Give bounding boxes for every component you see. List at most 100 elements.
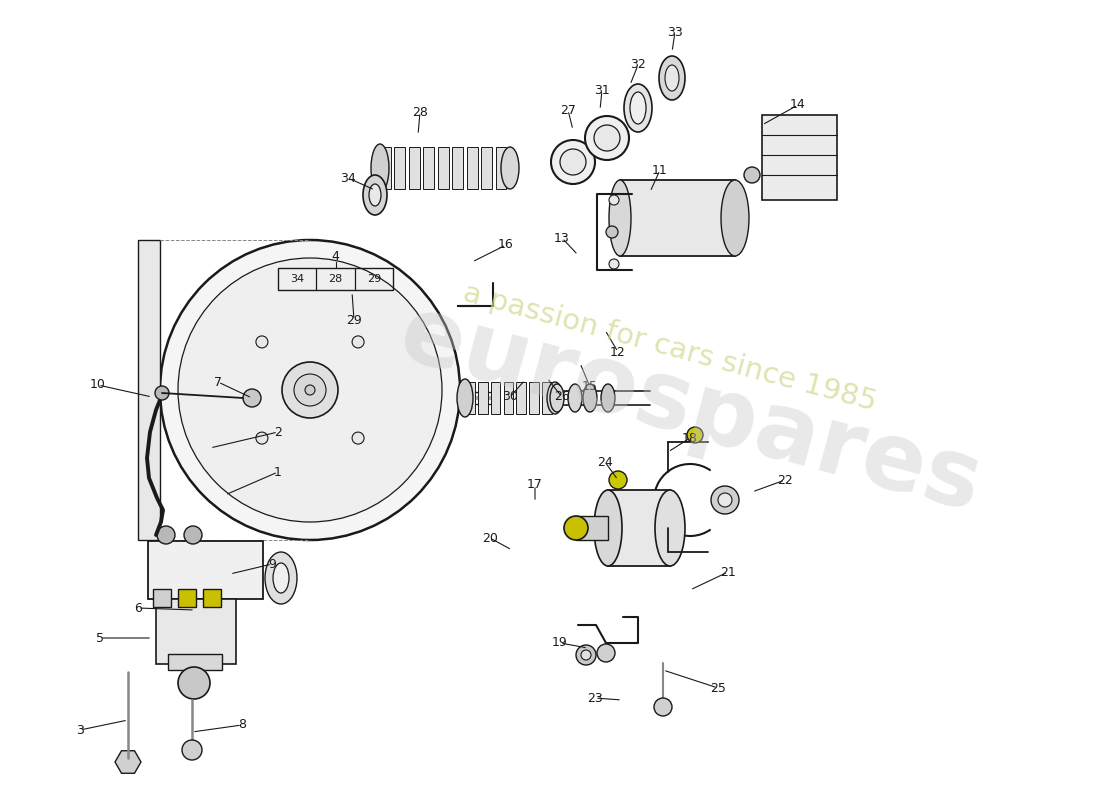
Circle shape [609, 259, 619, 269]
Bar [481, 147, 492, 189]
Bar [168, 654, 222, 670]
Ellipse shape [583, 384, 597, 412]
Circle shape [182, 740, 202, 760]
Ellipse shape [500, 147, 519, 189]
Bar [762, 115, 837, 200]
Text: 28: 28 [329, 274, 342, 284]
Text: 20: 20 [482, 531, 498, 545]
Text: 3: 3 [76, 723, 84, 737]
Circle shape [243, 389, 261, 407]
Circle shape [654, 698, 672, 716]
Bar [438, 147, 449, 189]
Text: 32: 32 [630, 58, 646, 71]
Ellipse shape [273, 563, 289, 593]
Circle shape [178, 667, 210, 699]
Text: 12: 12 [610, 346, 626, 358]
Ellipse shape [654, 490, 685, 566]
Bar [424, 147, 434, 189]
Bar [278, 268, 393, 290]
Circle shape [594, 125, 620, 151]
Ellipse shape [720, 180, 749, 256]
Text: 16: 16 [498, 238, 514, 251]
Ellipse shape [666, 65, 679, 91]
Bar [395, 147, 405, 189]
Bar [576, 516, 608, 540]
Circle shape [564, 516, 589, 540]
Circle shape [744, 167, 760, 183]
Circle shape [352, 336, 364, 348]
Bar [504, 382, 514, 414]
Ellipse shape [659, 56, 685, 100]
Bar [148, 541, 263, 599]
Text: 34: 34 [340, 171, 356, 185]
Bar [204, 589, 221, 607]
Circle shape [718, 493, 732, 507]
Text: 26: 26 [554, 390, 570, 403]
Ellipse shape [568, 384, 582, 412]
Text: 5: 5 [96, 631, 104, 645]
Bar [466, 147, 477, 189]
Circle shape [352, 432, 364, 444]
Circle shape [551, 140, 595, 184]
Text: 7: 7 [214, 375, 222, 389]
Ellipse shape [368, 184, 381, 206]
Circle shape [155, 386, 169, 400]
Text: 2: 2 [274, 426, 282, 438]
Circle shape [711, 486, 739, 514]
Text: 8: 8 [238, 718, 246, 731]
Circle shape [157, 526, 175, 544]
Text: 27: 27 [560, 103, 576, 117]
Bar [542, 382, 552, 414]
Circle shape [560, 149, 586, 175]
Bar [156, 599, 236, 664]
Circle shape [585, 116, 629, 160]
Text: 17: 17 [527, 478, 543, 491]
Ellipse shape [594, 490, 621, 566]
Text: 29: 29 [346, 314, 362, 326]
Circle shape [576, 645, 596, 665]
Text: 4: 4 [331, 250, 340, 262]
Text: 15: 15 [582, 381, 598, 394]
Ellipse shape [601, 384, 615, 412]
Text: 9: 9 [268, 558, 276, 570]
Text: 34: 34 [290, 274, 305, 284]
Ellipse shape [630, 92, 646, 124]
Text: 13: 13 [554, 231, 570, 245]
Bar [496, 147, 506, 189]
Circle shape [606, 226, 618, 238]
Text: 28: 28 [412, 106, 428, 118]
Ellipse shape [550, 384, 564, 412]
Text: 18: 18 [682, 431, 697, 445]
Ellipse shape [363, 175, 387, 215]
Ellipse shape [265, 552, 297, 604]
Circle shape [160, 240, 460, 540]
Text: 1: 1 [274, 466, 282, 478]
Circle shape [688, 427, 703, 443]
Bar [452, 147, 463, 189]
Bar [153, 589, 170, 607]
Text: 24: 24 [597, 455, 613, 469]
Text: 10: 10 [90, 378, 106, 391]
Circle shape [581, 650, 591, 660]
Circle shape [184, 526, 202, 544]
Circle shape [597, 644, 615, 662]
Text: 31: 31 [594, 83, 609, 97]
Text: a passion for cars since 1985: a passion for cars since 1985 [460, 279, 880, 417]
Bar [529, 382, 539, 414]
Circle shape [256, 336, 268, 348]
Bar [178, 589, 196, 607]
Text: 22: 22 [777, 474, 793, 486]
Circle shape [609, 471, 627, 489]
Ellipse shape [456, 379, 473, 417]
Text: 23: 23 [587, 691, 603, 705]
Text: 11: 11 [652, 163, 668, 177]
Bar [491, 382, 501, 414]
Circle shape [282, 362, 338, 418]
Text: eurospares: eurospares [389, 288, 990, 532]
Ellipse shape [624, 84, 652, 132]
Bar [477, 382, 487, 414]
Circle shape [256, 432, 268, 444]
Bar [379, 147, 390, 189]
Ellipse shape [547, 382, 563, 414]
Circle shape [305, 385, 315, 395]
